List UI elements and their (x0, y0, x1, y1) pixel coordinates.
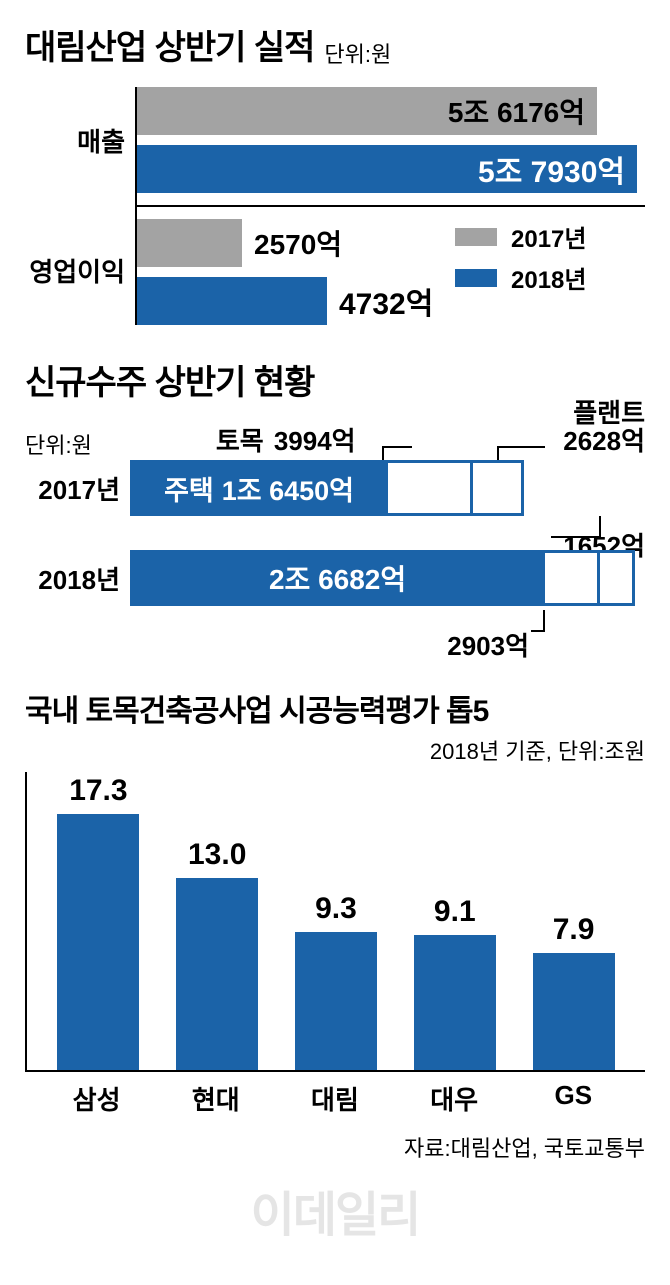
chart2-seg-2017-housing: 주택 1조 6450억 (133, 463, 385, 513)
leader-line (382, 446, 412, 448)
leader-line (543, 610, 545, 630)
chart3-xl-3: 대우 (404, 1080, 504, 1117)
chart1-bar-op-2017 (137, 219, 242, 267)
watermark: 이데일리 (251, 1175, 420, 1245)
chart1-swatch-2018 (455, 269, 497, 287)
chart1-bar-revenue-2018: 5조 7930억 (137, 145, 637, 193)
leader-line (499, 446, 545, 448)
chart2-row-2017: 2017년 주택 1조 6450억 1652억 (25, 460, 645, 516)
chart3-xl-0: 삼성 (47, 1080, 147, 1117)
chart2-title: 신규수주 상반기 현황 (25, 364, 314, 402)
chart2-year-2017: 2017년 (25, 470, 130, 507)
chart3-val-4: 7.9 (553, 913, 595, 947)
chart1-legend-2017: 2017년 (455, 219, 645, 254)
chart3-bar-0: 17.3 (48, 774, 148, 1070)
chart3-xl-1: 현대 (166, 1080, 266, 1117)
chart2-bar-2018: 2조 6682억 (130, 550, 635, 606)
chart3-bar-2: 9.3 (286, 892, 386, 1070)
chart1-legend-2018-label: 2018년 (511, 260, 586, 295)
chart3-source: 자료:대림산업, 국토교통부 (25, 1131, 645, 1163)
chart3-val-1: 13.0 (188, 838, 246, 872)
chart1-cat-op: 영업이익 (29, 252, 135, 289)
chart2-seg-2018-civil (542, 553, 597, 603)
chart2-callout-2903: 2903억 (447, 626, 529, 663)
leader-line (531, 630, 545, 632)
chart2-callout-civil-name: 토목 (216, 421, 264, 458)
chart3-xl-4: GS (523, 1080, 623, 1117)
chart3: 국내 토목건축공사업 시공능력평가 톱5 2018년 기준, 단위:조원 17.… (25, 686, 645, 1163)
chart2-callouts-top: 토목 3994억 플랜트 2628억 (92, 406, 645, 460)
chart1-bar-revenue-2018-label: 5조 7930억 (478, 147, 625, 191)
chart2-callout-civil-val: 3994억 (274, 421, 356, 458)
leader-line (599, 516, 601, 536)
chart3-bar-rect-1 (176, 878, 258, 1070)
chart3-bar-4: 7.9 (524, 913, 624, 1070)
chart1: 대림산업 상반기 실적 단위:원 매출 영업이익 5조 6176억 (25, 20, 645, 325)
leader-line (551, 536, 601, 538)
chart1-legend-2017-label: 2017년 (511, 219, 586, 254)
chart2-seg-2017-civil (385, 463, 470, 513)
chart1-divider (137, 205, 645, 207)
chart3-bar-rect-0 (57, 814, 139, 1070)
chart3-xl-2: 대림 (285, 1080, 385, 1117)
chart3-val-2: 9.3 (315, 892, 357, 926)
chart2-seg-2017-housing-label: 1조 6450억 (222, 469, 354, 508)
chart2-callout-plant-val: 2628억 (563, 421, 645, 458)
chart1-title: 대림산업 상반기 실적 (25, 20, 314, 69)
chart1-bar-op-2018 (137, 277, 327, 325)
chart3-val-0: 17.3 (69, 774, 127, 808)
chart2-seg-2018-plant (597, 553, 632, 603)
chart1-bar-revenue-2017-label: 5조 6176억 (448, 91, 585, 131)
chart3-title: 국내 토목건축공사업 시공능력평가 톱5 (25, 686, 645, 730)
chart1-bar-op-2017-label: 2570억 (242, 223, 342, 263)
chart3-bar-1: 13.0 (167, 838, 267, 1070)
chart1-bars: 5조 6176억 5조 7930억 2570억 (135, 87, 645, 325)
chart1-group-revenue: 5조 6176억 5조 7930억 (137, 87, 645, 193)
chart1-legend: 2017년 2018년 (455, 219, 645, 301)
chart2-unit: 단위:원 (25, 428, 92, 460)
chart3-val-3: 9.1 (434, 895, 476, 929)
chart3-subtitle: 2018년 기준, 단위:조원 (25, 734, 645, 766)
chart1-bar-revenue-2017: 5조 6176억 (137, 87, 597, 135)
chart1-group-op: 2570억 4732억 2017년 2018년 (137, 219, 645, 325)
chart1-unit: 단위:원 (324, 37, 391, 69)
chart1-body: 매출 영업이익 5조 6176억 5조 7930억 (25, 87, 645, 325)
chart2-header: 신규수주 상반기 현황 (25, 355, 645, 404)
chart1-header: 대림산업 상반기 실적 단위:원 (25, 20, 645, 69)
chart3-bar-rect-4 (533, 953, 615, 1070)
chart2-seg-2017-plant (470, 463, 520, 513)
chart1-cat-revenue: 매출 (77, 122, 135, 159)
chart2-seg-2018-housing: 2조 6682억 (133, 553, 542, 603)
chart2-bar-2017: 주택 1조 6450억 (130, 460, 524, 516)
chart3-bar-3: 9.1 (405, 895, 505, 1070)
chart1-bar-op-2018-label: 4732억 (327, 279, 433, 323)
chart2-seg-2017-housing-prefix: 주택 (164, 469, 214, 508)
chart2-seg-2018-housing-label: 2조 6682억 (269, 558, 406, 598)
chart3-xlabels: 삼성 현대 대림 대우 GS (25, 1080, 645, 1117)
chart1-legend-2018: 2018년 (455, 260, 645, 295)
chart2-row-2018: 2018년 2조 6682억 (25, 550, 645, 606)
chart3-bar-rect-2 (295, 932, 377, 1070)
chart3-bar-rect-3 (414, 935, 496, 1070)
chart2: 신규수주 상반기 현황 단위:원 토목 3994억 플랜트 2628억 2017… (25, 355, 645, 662)
chart3-plot: 17.3 13.0 9.3 9.1 7.9 (25, 772, 645, 1072)
chart2-year-2018: 2018년 (25, 560, 130, 597)
chart1-swatch-2017 (455, 228, 497, 246)
chart2-callouts-bot: 2903억 (25, 618, 645, 662)
chart1-category-col: 매출 영업이익 (25, 87, 135, 325)
